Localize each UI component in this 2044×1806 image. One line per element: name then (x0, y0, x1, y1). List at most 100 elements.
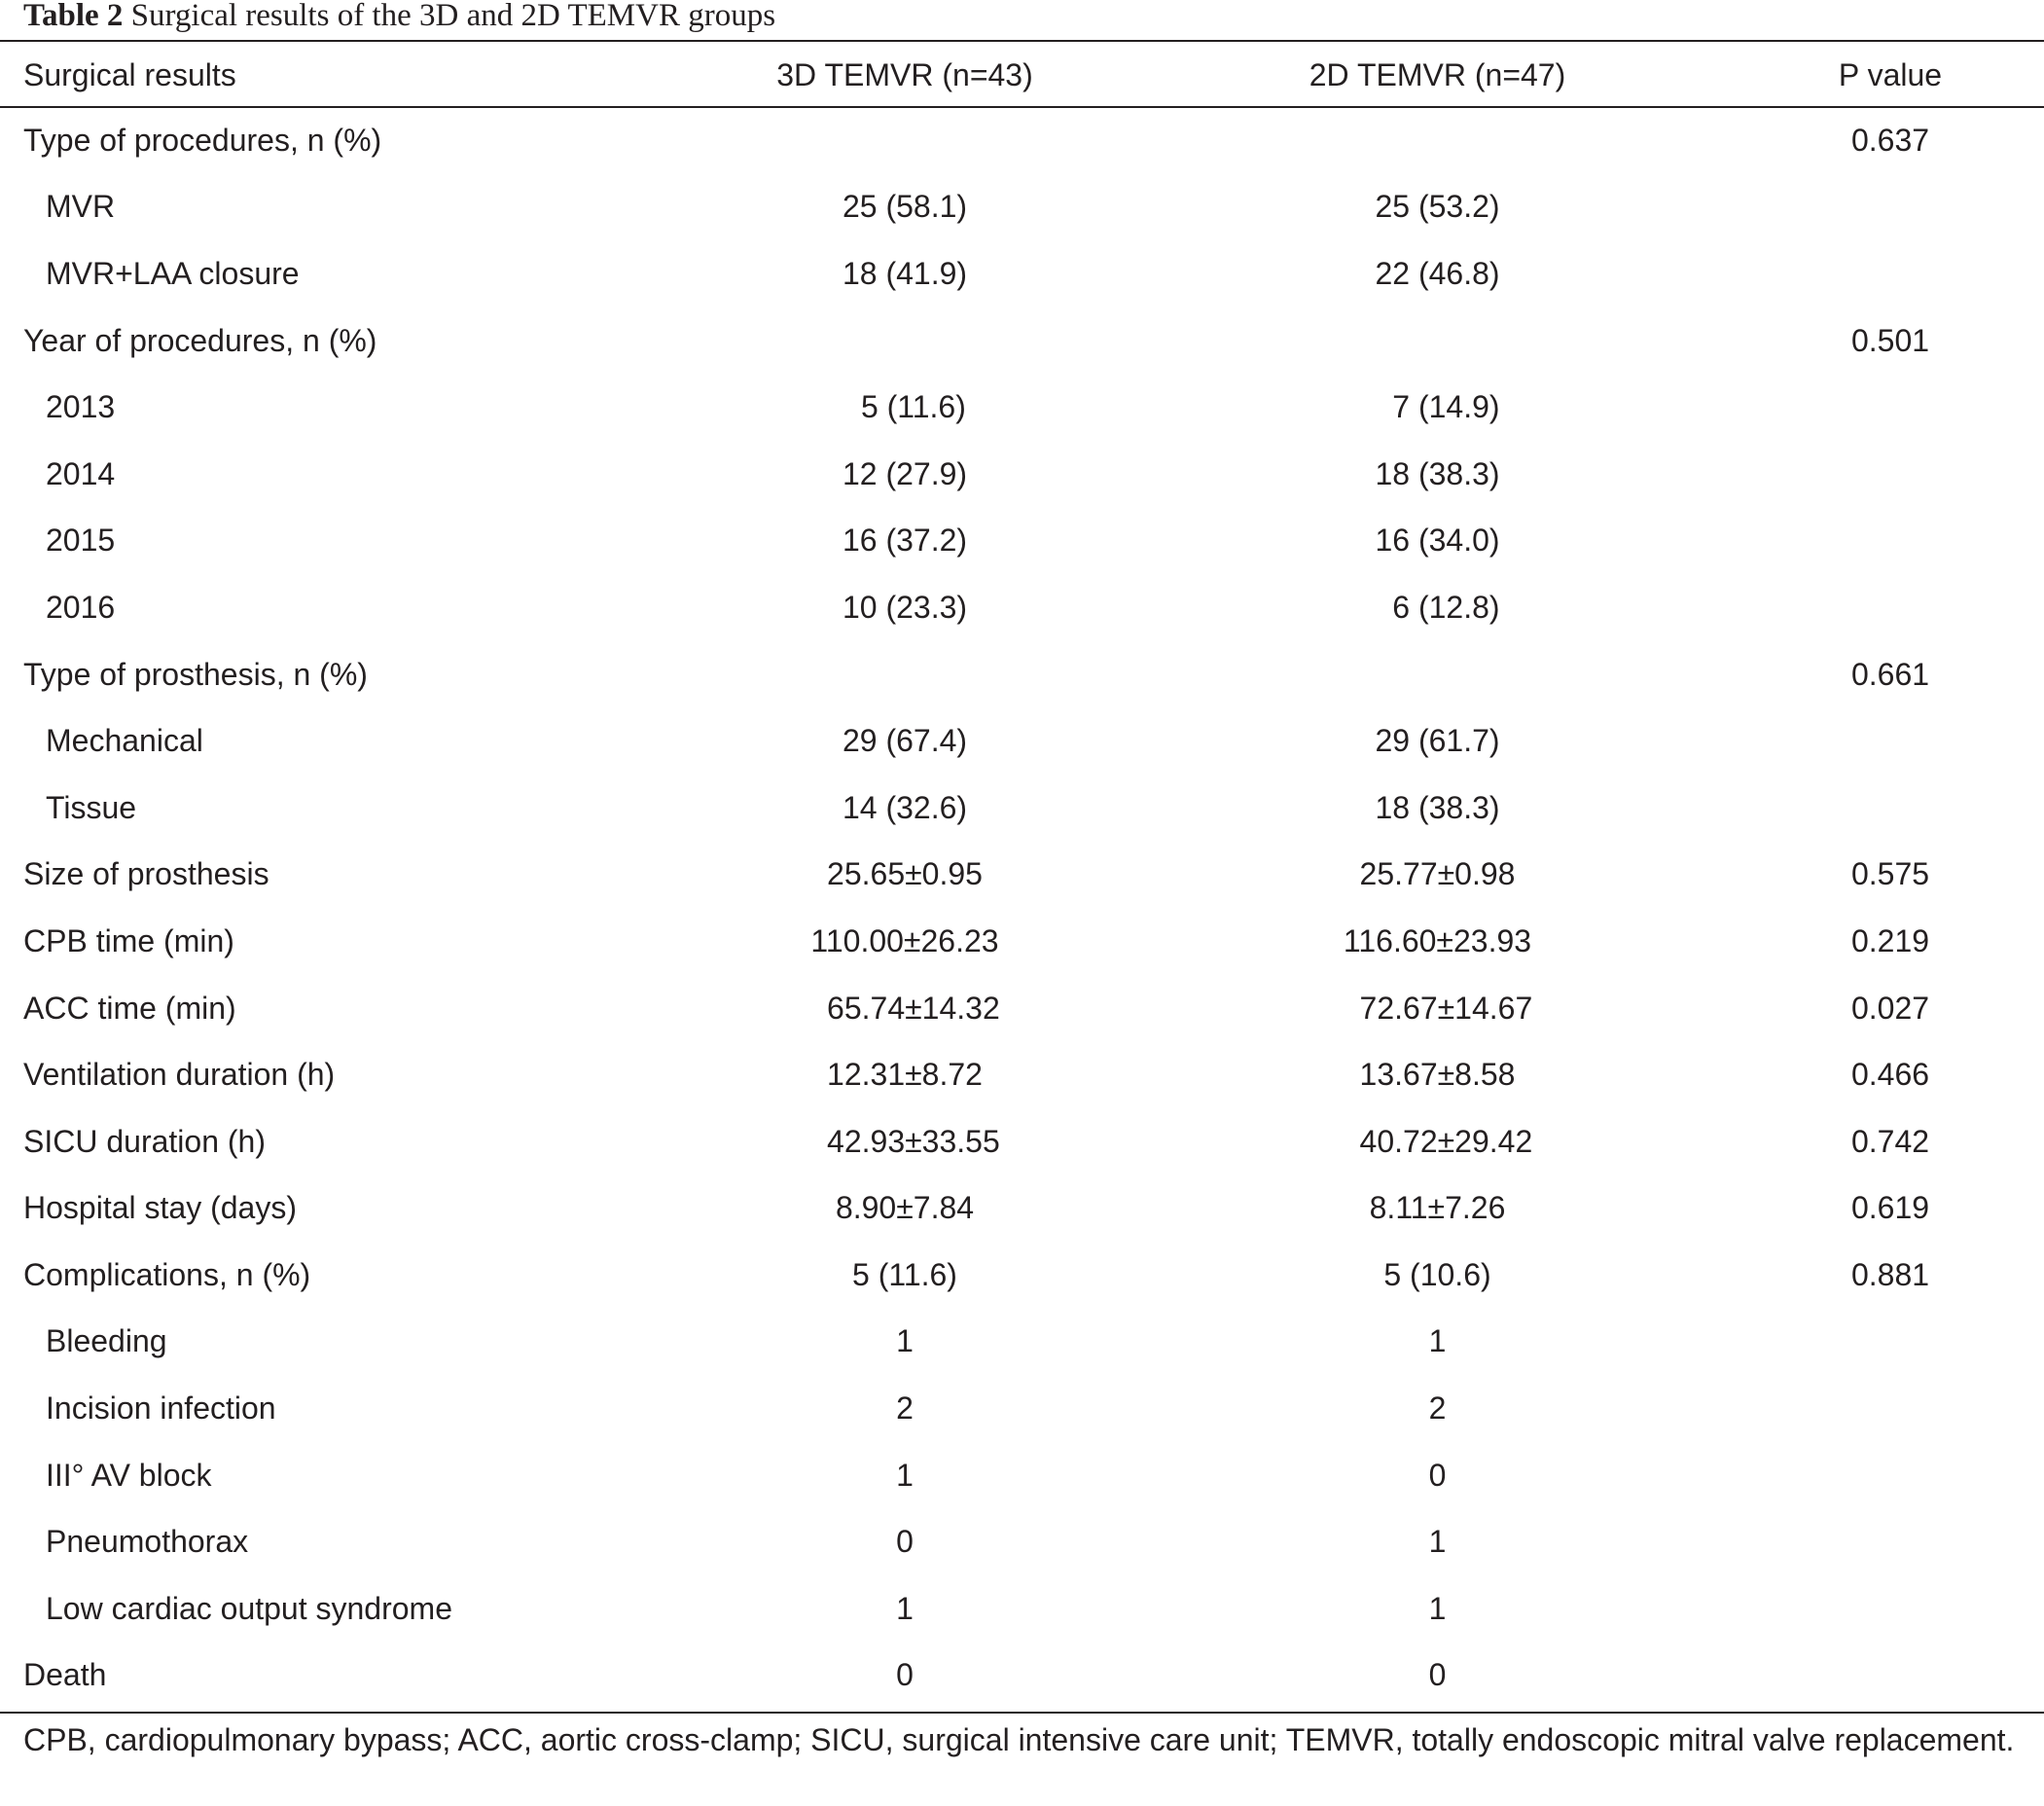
row-label: Size of prosthesis (23, 856, 269, 892)
cell-2d-temvr: 25.77±0.98 (1359, 856, 1516, 892)
cell-p-value: 0.742 (1850, 1123, 1930, 1159)
row-label: Incision infection (46, 1391, 276, 1427)
row-label: Hospital stay (days) (23, 1190, 297, 1226)
cell-p-value (1737, 574, 2044, 641)
row-label: Ventilation duration (h) (23, 1057, 336, 1093)
cell-p-value: 0.661 (1850, 656, 1930, 692)
cell-3d-temvr: 0 (896, 1657, 914, 1693)
header-rule (0, 106, 2044, 108)
table-number: Table 2 (23, 0, 124, 33)
row-label: 2014 (46, 455, 116, 491)
cell-p-value (1737, 707, 2044, 775)
table-row: Hospital stay (days) 8.90±7.84 8.11±7.26 0.… (0, 1175, 2044, 1243)
cell-3d-temvr: 2 (896, 1391, 914, 1427)
cell-3d-temvr: 25 (58.1) (842, 189, 968, 225)
cell-3d-temvr: 8.90±7.84 (835, 1190, 975, 1226)
table-row: Low cardiac output syndrome 1 1 (0, 1575, 2044, 1643)
cell-3d-temvr (671, 641, 1138, 708)
cell-2d-temvr (1138, 307, 1737, 375)
cell-3d-temvr: 10 (23.3) (842, 589, 968, 625)
table-title: Surgical results of the 3D and 2D TEMVR … (130, 0, 776, 33)
table-row: ACC time (min) 65.74±14.32 72.67±14.67 0.… (0, 975, 2044, 1042)
row-label: 2015 (46, 523, 116, 559)
cell-2d-temvr: 6 (12.8) (1375, 589, 1500, 625)
table-row: Mechanical 29 (67.4) 29 (61.7) (0, 707, 2044, 775)
table-row: MVR 25 (58.1) 25 (53.2) (0, 174, 2044, 241)
table-row: 2015 16 (37.2) 16 (34.0) (0, 508, 2044, 575)
cell-p-value: 0.881 (1850, 1256, 1930, 1292)
table-row: Type of prosthesis, n (%) 0.661 (0, 641, 2044, 708)
cell-2d-temvr: 1 (1428, 1590, 1447, 1626)
row-label: Tissue (46, 789, 137, 825)
cell-2d-temvr: 18 (38.3) (1375, 789, 1500, 825)
cell-2d-temvr: 72.67±14.67 (1342, 990, 1533, 1026)
results-table: Surgical results 3D TEMVR (n=43) 2D TEMV… (0, 43, 2044, 1709)
row-label: Mechanical (46, 723, 203, 759)
row-label: ACC time (min) (23, 990, 236, 1026)
cell-3d-temvr: 5 (11.6) (843, 389, 966, 425)
cell-3d-temvr: 65.74±14.32 (809, 990, 1000, 1026)
cell-3d-temvr: 1 (896, 1457, 914, 1493)
cell-3d-temvr: 110.00±26.23 (810, 922, 999, 958)
cell-3d-temvr: 12.31±8.72 (827, 1057, 983, 1093)
row-label: Death (23, 1657, 107, 1693)
table-row: CPB time (min) 110.00±26.23 116.60±23.93 0.… (0, 908, 2044, 975)
cell-p-value (1737, 1508, 2044, 1575)
row-label: SICU duration (h) (23, 1123, 266, 1159)
cell-3d-temvr: 16 (37.2) (842, 523, 968, 559)
bottom-rule (0, 1712, 2044, 1714)
cell-3d-temvr: 14 (32.6) (842, 789, 968, 825)
cell-p-value (1737, 1375, 2044, 1442)
cell-p-value (1737, 441, 2044, 508)
table-row: Tissue 14 (32.6) 18 (38.3) (0, 775, 2044, 842)
cell-2d-temvr: 16 (34.0) (1375, 523, 1500, 559)
table-row: Bleeding 1 1 (0, 1309, 2044, 1376)
cell-p-value (1737, 508, 2044, 575)
cell-2d-temvr: 7 (14.9) (1375, 389, 1500, 425)
table-row: III° AV block 1 0 (0, 1442, 2044, 1509)
table-row: 2014 12 (27.9) 18 (38.3) (0, 441, 2044, 508)
cell-3d-temvr (671, 107, 1138, 174)
cell-3d-temvr: 0 (896, 1524, 914, 1560)
row-label: 2016 (46, 589, 116, 625)
row-label: Complications, n (%) (23, 1256, 311, 1292)
cell-2d-temvr: 22 (46.8) (1375, 255, 1500, 291)
cell-2d-temvr: 116.60±23.93 (1343, 922, 1532, 958)
cell-p-value (1737, 1442, 2044, 1509)
row-label: Low cardiac output syndrome (46, 1590, 452, 1626)
cell-2d-temvr: 8.11±7.26 (1369, 1190, 1506, 1226)
header-2d-temvr: 2D TEMVR (n=47) (1309, 56, 1566, 92)
row-label: Type of prosthesis, n (%) (23, 656, 368, 692)
cell-p-value (1737, 240, 2044, 307)
table-row: Complications, n (%) 5 (11.6) 5 (10.6) 0.88… (0, 1242, 2044, 1309)
cell-p-value: 0.637 (1850, 122, 1930, 158)
cell-2d-temvr: 1 (1428, 1524, 1447, 1560)
cell-2d-temvr: 13.67±8.58 (1359, 1057, 1516, 1093)
cell-3d-temvr (671, 307, 1138, 375)
cell-p-value (1737, 174, 2044, 241)
table-row: 2016 10 (23.3) 6 (12.8) (0, 574, 2044, 641)
cell-3d-temvr: 18 (41.9) (842, 255, 968, 291)
header-surgical-results: Surgical results (23, 56, 236, 92)
cell-p-value: 0.027 (1850, 990, 1930, 1026)
table-row: Incision infection 2 2 (0, 1375, 2044, 1442)
cell-p-value: 0.466 (1850, 1057, 1930, 1093)
cell-2d-temvr: 25 (53.2) (1375, 189, 1500, 225)
cell-p-value: 0.219 (1850, 922, 1930, 958)
cell-3d-temvr: 5 (11.6) (852, 1256, 957, 1292)
table-row: Death 0 0 (0, 1643, 2044, 1710)
cell-2d-temvr: 2 (1428, 1391, 1447, 1427)
cell-3d-temvr: 29 (67.4) (842, 723, 968, 759)
cell-3d-temvr: 25.65±0.95 (827, 856, 983, 892)
cell-p-value: 0.575 (1850, 856, 1930, 892)
cell-2d-temvr: 5 (10.6) (1383, 1256, 1491, 1292)
row-label: Type of procedures, n (%) (23, 122, 382, 158)
header-p-value: P value (1838, 56, 1943, 92)
top-rule (0, 40, 2044, 42)
cell-p-value: 0.619 (1850, 1190, 1930, 1226)
cell-2d-temvr: 18 (38.3) (1375, 455, 1500, 491)
cell-p-value (1737, 1309, 2044, 1376)
table-row: Pneumothorax 0 1 (0, 1508, 2044, 1575)
row-label: CPB time (min) (23, 922, 234, 958)
cell-2d-temvr (1138, 107, 1737, 174)
